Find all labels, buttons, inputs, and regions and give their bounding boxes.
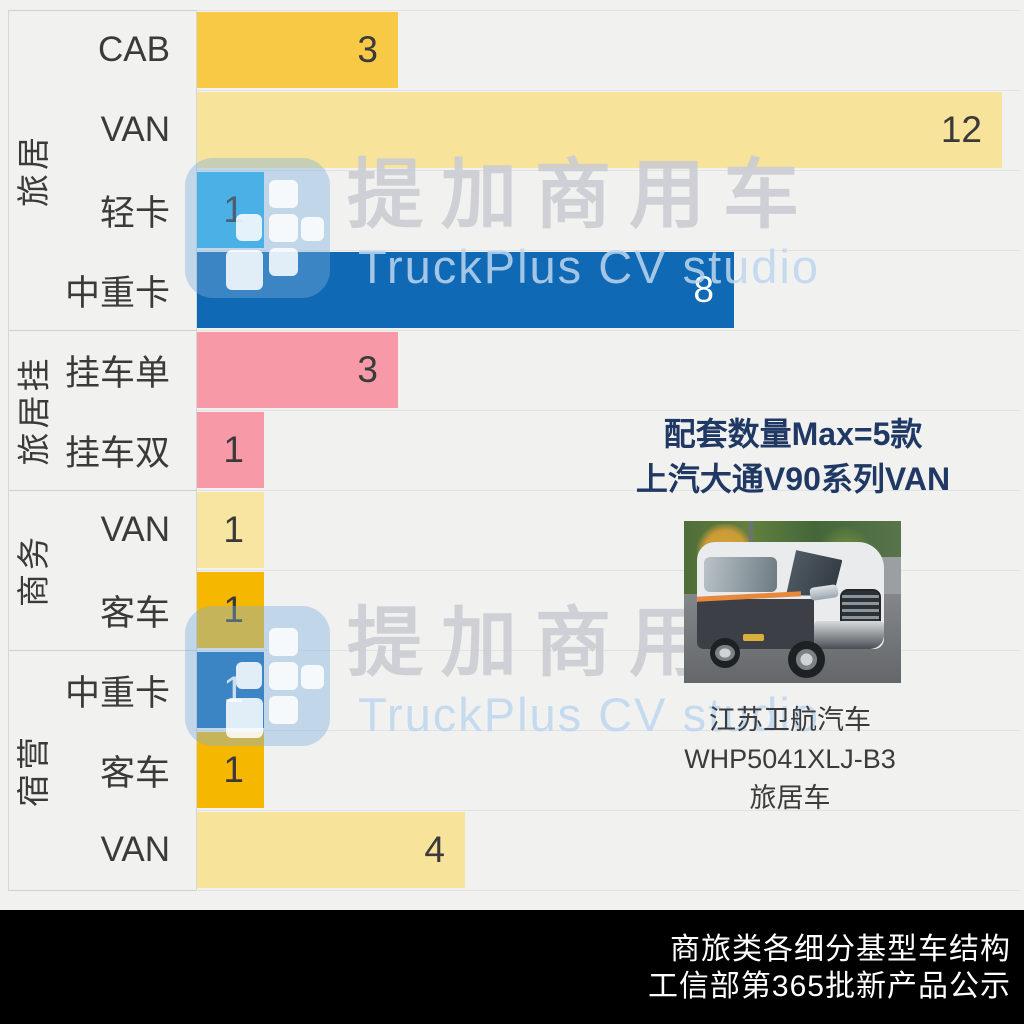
gridline <box>196 410 1020 411</box>
bar-value-label: 1 <box>223 189 244 230</box>
bar-value-label: 4 <box>424 829 445 870</box>
vehicle-caption-maker: 江苏卫航汽车 <box>709 705 871 735</box>
category-label: 客车 <box>99 753 170 793</box>
group-separator-line <box>8 330 196 331</box>
gridline <box>196 570 1020 571</box>
group-separator-line <box>8 10 196 11</box>
vehicle-photo <box>684 521 901 683</box>
gridline <box>196 90 1020 91</box>
bar: 1 <box>197 732 264 808</box>
category-label: 挂车单 <box>64 353 170 393</box>
group-label: 旅居挂 <box>0 330 62 490</box>
gridline <box>196 490 1020 491</box>
bar: 1 <box>197 412 264 488</box>
group-label-text: 宿营 <box>15 733 52 807</box>
category-label: 中重卡 <box>64 673 170 713</box>
gridline <box>196 330 1020 331</box>
gridline <box>196 170 1020 171</box>
category-label: VAN <box>100 830 170 869</box>
annotation-line1: 配套数量Max=5款 <box>663 416 923 452</box>
bar: 1 <box>197 652 264 728</box>
category-label: 中重卡 <box>64 273 170 313</box>
bar-value-label: 3 <box>357 29 378 70</box>
gridline <box>196 890 1020 891</box>
group-label: 商务 <box>0 490 62 650</box>
bar: 12 <box>197 92 1002 168</box>
bar: 8 <box>197 252 734 328</box>
bar-value-label: 1 <box>223 509 244 550</box>
bar: 4 <box>197 812 465 888</box>
category-label: 挂车双 <box>64 433 170 473</box>
group-separator-line <box>8 650 196 651</box>
gridline <box>196 10 1020 11</box>
group-label: 宿营 <box>0 650 62 890</box>
bar: 3 <box>197 12 398 88</box>
gridline <box>196 250 1020 251</box>
van-bumper <box>814 621 884 649</box>
van-side-windows <box>703 556 778 593</box>
footer-title: 商旅类各细分基型车结构 <box>670 933 1011 966</box>
group-label-text: 商务 <box>15 533 52 607</box>
vehicle-caption-type: 旅居车 <box>749 783 831 813</box>
annotation-line2: 上汽大通V90系列VAN <box>635 461 951 497</box>
van-step <box>742 634 765 641</box>
callout-annotation: 配套数量Max=5款 上汽大通V90系列VAN <box>573 412 1013 502</box>
group-separator-line <box>8 890 196 891</box>
group-label-text: 旅居挂 <box>15 354 52 466</box>
footer-bar: 商旅类各细分基型车结构 工信部第365批新产品公示 <box>0 910 1024 1024</box>
category-label: 轻卡 <box>99 193 170 233</box>
bar-value-label: 1 <box>223 749 244 790</box>
bar-value-label: 1 <box>223 429 244 470</box>
bar-value-label: 12 <box>940 109 982 150</box>
bar-value-label: 1 <box>223 669 244 710</box>
category-label: CAB <box>98 30 170 69</box>
axis-left-frame-line <box>8 10 9 890</box>
bar-value-label: 3 <box>357 349 378 390</box>
bar: 3 <box>197 332 398 408</box>
group-label: 旅居 <box>0 10 62 330</box>
category-label: 客车 <box>99 593 170 633</box>
category-label: VAN <box>100 510 170 549</box>
gridline <box>196 650 1020 651</box>
bar: 1 <box>197 492 264 568</box>
group-separator-line <box>8 490 196 491</box>
bar-value-label: 8 <box>693 269 714 310</box>
gridline <box>196 730 1020 731</box>
bar-value-label: 1 <box>223 589 244 630</box>
group-label-text: 旅居 <box>15 133 52 207</box>
bar: 1 <box>197 172 264 248</box>
gridline <box>196 810 1020 811</box>
category-label: VAN <box>100 110 170 149</box>
bar: 1 <box>197 572 264 648</box>
footer-text: 商旅类各细分基型车结构 工信部第365批新产品公示 <box>648 931 1011 1005</box>
vehicle-caption-model: WHP5041XLJ-B3 <box>684 744 896 774</box>
vehicle-caption: 江苏卫航汽车 WHP5041XLJ-B3 旅居车 <box>640 701 940 818</box>
axis-baseline <box>196 10 197 890</box>
footer-subtitle: 工信部第365批新产品公示 <box>647 970 1011 1003</box>
photo-wall <box>881 556 901 594</box>
